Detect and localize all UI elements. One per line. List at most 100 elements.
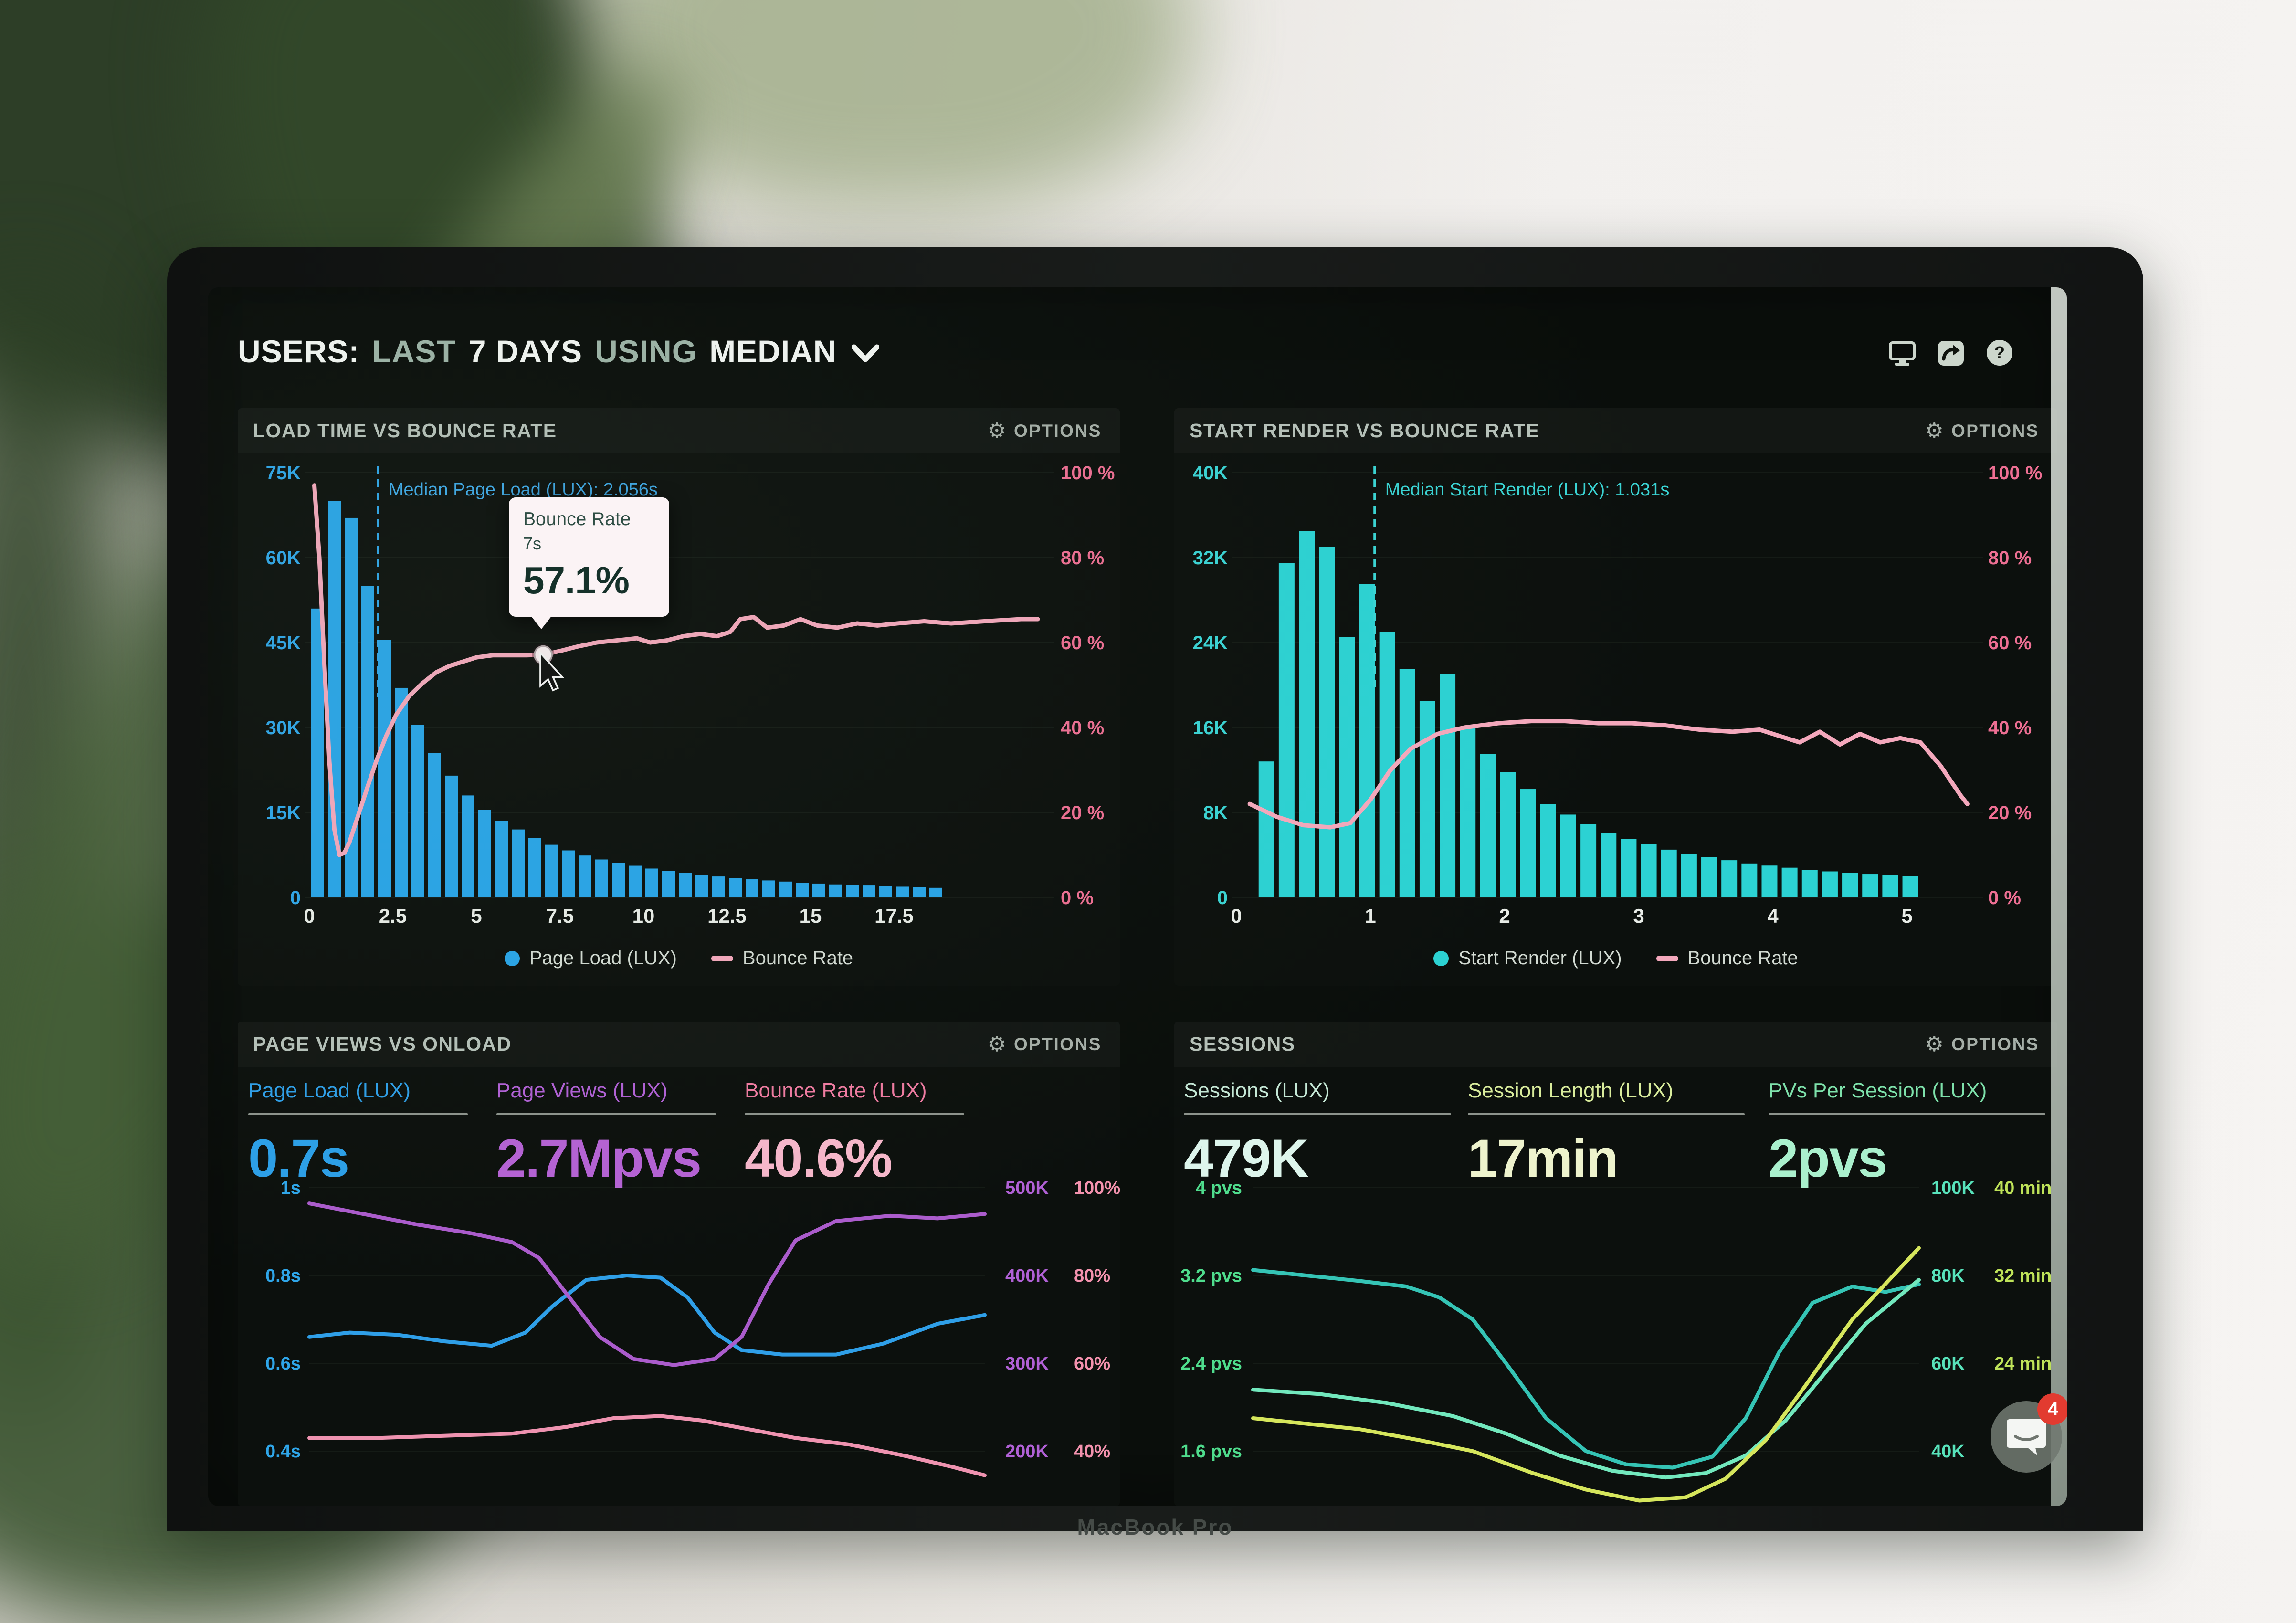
bar: [428, 753, 441, 897]
share-icon[interactable]: [1937, 339, 1965, 367]
axis-tick-label: 45K: [266, 632, 301, 653]
help-icon[interactable]: ?: [1986, 339, 2013, 367]
axis-tick-label: 60 %: [1061, 632, 1104, 653]
bar: [1278, 563, 1295, 897]
axis-tick-label: 400K: [1005, 1266, 1049, 1286]
median-annotation: Median Page Load (LUX): 2.056s: [388, 480, 658, 500]
options-button[interactable]: ⚙ OPTIONS: [1925, 419, 2039, 443]
legend-line-swatch: [1656, 955, 1678, 961]
series-line: [307, 1201, 987, 1367]
metric-bounce-rate: Bounce Rate (LUX) 40.6%: [745, 1079, 964, 1189]
bar: [1761, 865, 1778, 897]
bar: [579, 855, 591, 897]
axis-tick-label: 40 %: [1988, 717, 2032, 738]
legend-line-swatch: [711, 955, 733, 961]
bar: [662, 871, 675, 897]
bar: [528, 838, 541, 897]
panel-sessions: SESSIONS ⚙ OPTIONS Sessions (LUX) 479K S…: [1174, 1022, 2057, 1506]
axis-tick-label: 1: [1365, 905, 1376, 927]
bar: [1842, 873, 1858, 897]
legend-dot-swatch: [1433, 950, 1449, 966]
chart-tooltip: Bounce Rate 7s 57.1%: [509, 497, 669, 629]
bar: [812, 883, 825, 897]
chart-canvas[interactable]: 75K 100 % 60K 80 % 45K 60 % 30K 40 % 15K 20 % 0 0 %…: [238, 408, 1120, 986]
axis-tick-label: 60 %: [1988, 632, 2032, 653]
bar: [612, 863, 625, 897]
series-line: [1251, 1268, 1921, 1470]
axis-tick-label: 0 %: [1988, 887, 2021, 908]
chart-legend: Page Load (LUX) Bounce Rate: [238, 948, 1120, 969]
laptop-bezel: USERS: LAST 7 DAYS USING MEDIAN: [167, 247, 2143, 1539]
series-line: [307, 1274, 987, 1357]
bar: [1520, 789, 1536, 897]
display-icon[interactable]: [1888, 339, 1916, 367]
legend-item: Bounce Rate: [711, 948, 853, 969]
bar: [762, 880, 775, 897]
header-word: MEDIAN: [709, 334, 837, 369]
bar: [595, 859, 608, 897]
metric-session-length: Session Length (LUX) 17min: [1468, 1079, 1745, 1189]
chart-canvas[interactable]: 40K 100 % 32K 80 % 24K 60 % 16K 40 % 8K 20 % 0 0 % 0…: [1174, 408, 2057, 986]
tooltip-value: 57.1%: [523, 559, 630, 601]
options-button[interactable]: ⚙ OPTIONS: [987, 1032, 1102, 1056]
axis-tick-label: 80 %: [1988, 548, 2032, 569]
axis-tick-label: 0 %: [1061, 887, 1094, 908]
gear-icon: ⚙: [1925, 1032, 1944, 1056]
header-word: USING: [595, 334, 697, 369]
bar: [545, 844, 558, 897]
axis-tick-label: 2.4 pvs: [1180, 1354, 1242, 1374]
bar: [1419, 701, 1435, 897]
bar: [1440, 674, 1456, 897]
bar: [1339, 637, 1355, 897]
bar: [913, 887, 926, 897]
bar: [729, 878, 742, 897]
axis-tick-label: 80%: [1074, 1266, 1110, 1286]
tooltip-x-value: 7s: [523, 533, 542, 553]
chart-canvas[interactable]: 1s 500K 100% 0.8s 400K 80% 0.6s 300K 60% 0.4s 200K…: [238, 1022, 1120, 1506]
bar: [679, 873, 692, 897]
chart-canvas[interactable]: 4 pvs 100K 40 min 3.2 pvs 80K 32 min 2.4 pvs 60…: [1174, 1022, 2057, 1506]
bar: [829, 884, 842, 897]
axis-tick-label: 40K: [1193, 463, 1228, 484]
chat-launcher[interactable]: 4: [1991, 1393, 2067, 1473]
panel-page-views-vs-onload: PAGE VIEWS VS ONLOAD ⚙ OPTIONS Page Load…: [238, 1022, 1120, 1506]
bar: [1621, 839, 1637, 897]
bar: [1781, 867, 1798, 897]
gear-icon: ⚙: [1925, 419, 1944, 443]
axis-tick-label: 8K: [1203, 802, 1228, 823]
axis-tick-label: 1.6 pvs: [1180, 1442, 1242, 1462]
users-period-dropdown[interactable]: USERS: LAST 7 DAYS USING MEDIAN: [238, 333, 880, 369]
bar: [1299, 531, 1315, 897]
options-button[interactable]: ⚙ OPTIONS: [1925, 1032, 2039, 1056]
bar: [1801, 870, 1818, 897]
legend-item: Page Load (LUX): [504, 948, 677, 969]
cursor-icon: [539, 651, 565, 692]
axis-tick-label: 0: [1231, 905, 1242, 927]
bar: [1721, 860, 1738, 897]
options-button[interactable]: ⚙ OPTIONS: [987, 419, 1102, 443]
axis-tick-label: 75K: [266, 463, 301, 484]
chevron-down-icon: [852, 344, 880, 362]
axis-tick-label: 2: [1499, 905, 1510, 927]
bar: [512, 829, 525, 897]
axis-tick-label: 4: [1767, 905, 1779, 927]
bar: [1701, 857, 1717, 897]
bar: [478, 810, 491, 897]
axis-tick-label: 0.4s: [265, 1442, 301, 1462]
axis-tick-label: 40 min: [1994, 1178, 2052, 1198]
axis-tick-label: 12.5: [707, 905, 747, 927]
axis-tick-label: 1s: [281, 1178, 301, 1198]
axis-tick-label: 100 %: [1061, 463, 1115, 484]
bar: [1359, 584, 1375, 897]
bar: [746, 879, 758, 897]
legend-item: Start Render (LUX): [1433, 948, 1622, 969]
bar: [495, 821, 508, 897]
bar: [411, 725, 424, 897]
bar: [1258, 761, 1274, 897]
axis-tick-label: 20 %: [1061, 802, 1104, 823]
axis-tick-label: 40%: [1074, 1442, 1110, 1462]
svg-text:?: ?: [1994, 343, 2005, 362]
axis-tick-label: 60K: [1931, 1354, 1965, 1374]
axis-tick-label: 24 min: [1994, 1354, 2052, 1374]
bar: [846, 885, 859, 897]
